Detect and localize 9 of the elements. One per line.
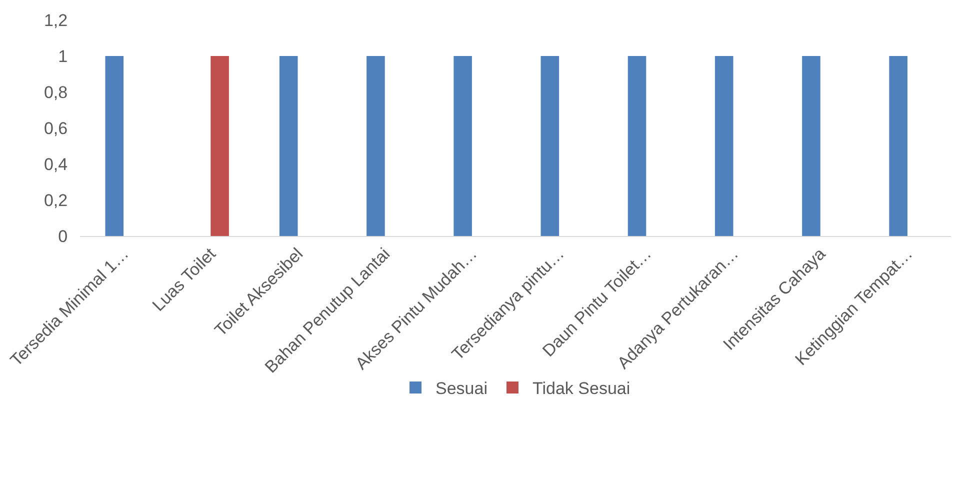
y-tick-label: 1	[58, 46, 68, 66]
y-tick-label: 0	[58, 226, 68, 246]
y-tick-label: 0,4	[44, 154, 68, 174]
y-tick-label: 0,2	[44, 190, 68, 210]
legend-label: Sesuai	[436, 379, 488, 398]
legend-label: Tidak Sesuai	[532, 379, 630, 398]
y-tick-label: 0,8	[44, 82, 68, 102]
y-tick-label: 0,6	[44, 118, 68, 138]
y-tick-label: 1,2	[44, 10, 68, 30]
